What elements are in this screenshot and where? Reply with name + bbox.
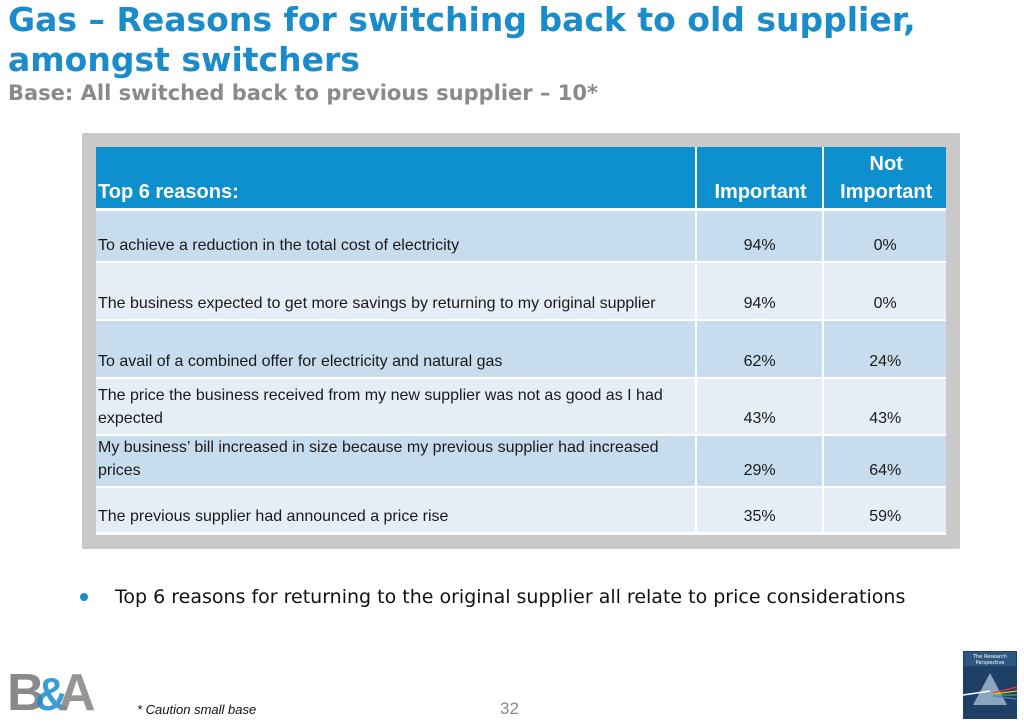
row-important: 94% (694, 263, 823, 321)
header-important: Important (694, 147, 823, 211)
research-perspective-logo: The Research Perspective (962, 651, 1018, 719)
table-header-row: Top 6 reasons: Important Not Important (96, 147, 946, 211)
svg-text:The Research: The Research (972, 654, 1007, 660)
page-number: 32 (500, 699, 519, 718)
table-container: Top 6 reasons: Important Not Important T… (96, 147, 946, 535)
caution-note: * Caution small base (137, 702, 257, 717)
table-row: The previous supplier had announced a pr… (96, 488, 946, 534)
row-important: 43% (694, 379, 823, 436)
bullet-text: Top 6 reasons for returning to the origi… (115, 586, 906, 608)
reasons-table: Top 6 reasons: Important Not Important T… (96, 147, 946, 534)
row-important: 35% (694, 488, 823, 534)
bullet-dot-icon (80, 593, 88, 601)
header-not-important-line2: Important (840, 181, 933, 203)
row-important: 29% (694, 436, 823, 488)
ba-logo-icon: B & A (7, 664, 100, 722)
bullet-item: Top 6 reasons for returning to the origi… (80, 586, 980, 608)
svg-text:&: & (35, 668, 68, 715)
table-row: The price the business received from my … (96, 379, 946, 436)
row-reason: To achieve a reduction in the total cost… (96, 211, 695, 263)
ba-logo: B & A (7, 663, 100, 722)
row-important: 62% (694, 321, 823, 379)
row-not-important: 59% (822, 488, 946, 534)
row-reason: The price the business received from my … (96, 379, 695, 436)
header-not-important: Not Important (822, 147, 946, 211)
row-reason: The business expected to get more saving… (96, 263, 695, 321)
row-reason: The previous supplier had announced a pr… (96, 488, 695, 534)
row-reason: To avail of a combined offer for electri… (96, 321, 695, 379)
table-row: The business expected to get more saving… (96, 263, 946, 321)
row-reason: My business’ bill increased in size beca… (96, 436, 695, 488)
table-row: To avail of a combined offer for electri… (96, 321, 946, 379)
svg-text:Perspective: Perspective (976, 660, 1005, 666)
row-not-important: 0% (822, 211, 946, 263)
table-frame: Top 6 reasons: Important Not Important T… (82, 133, 960, 549)
table-row: My business’ bill increased in size beca… (96, 436, 946, 488)
prism-icon: The Research Perspective (962, 651, 1018, 719)
page-subtitle: Base: All switched back to previous supp… (8, 81, 598, 105)
header-reason: Top 6 reasons: (96, 147, 695, 211)
table-row: To achieve a reduction in the total cost… (96, 211, 946, 263)
row-not-important: 0% (822, 263, 946, 321)
row-important: 94% (694, 211, 823, 263)
row-not-important: 24% (822, 321, 946, 379)
header-not-important-line1: Not (869, 153, 903, 175)
page-title: Gas – Reasons for switching back to old … (8, 0, 916, 79)
row-not-important: 64% (822, 436, 946, 488)
svg-text:A: A (58, 664, 96, 715)
row-not-important: 43% (822, 379, 946, 436)
